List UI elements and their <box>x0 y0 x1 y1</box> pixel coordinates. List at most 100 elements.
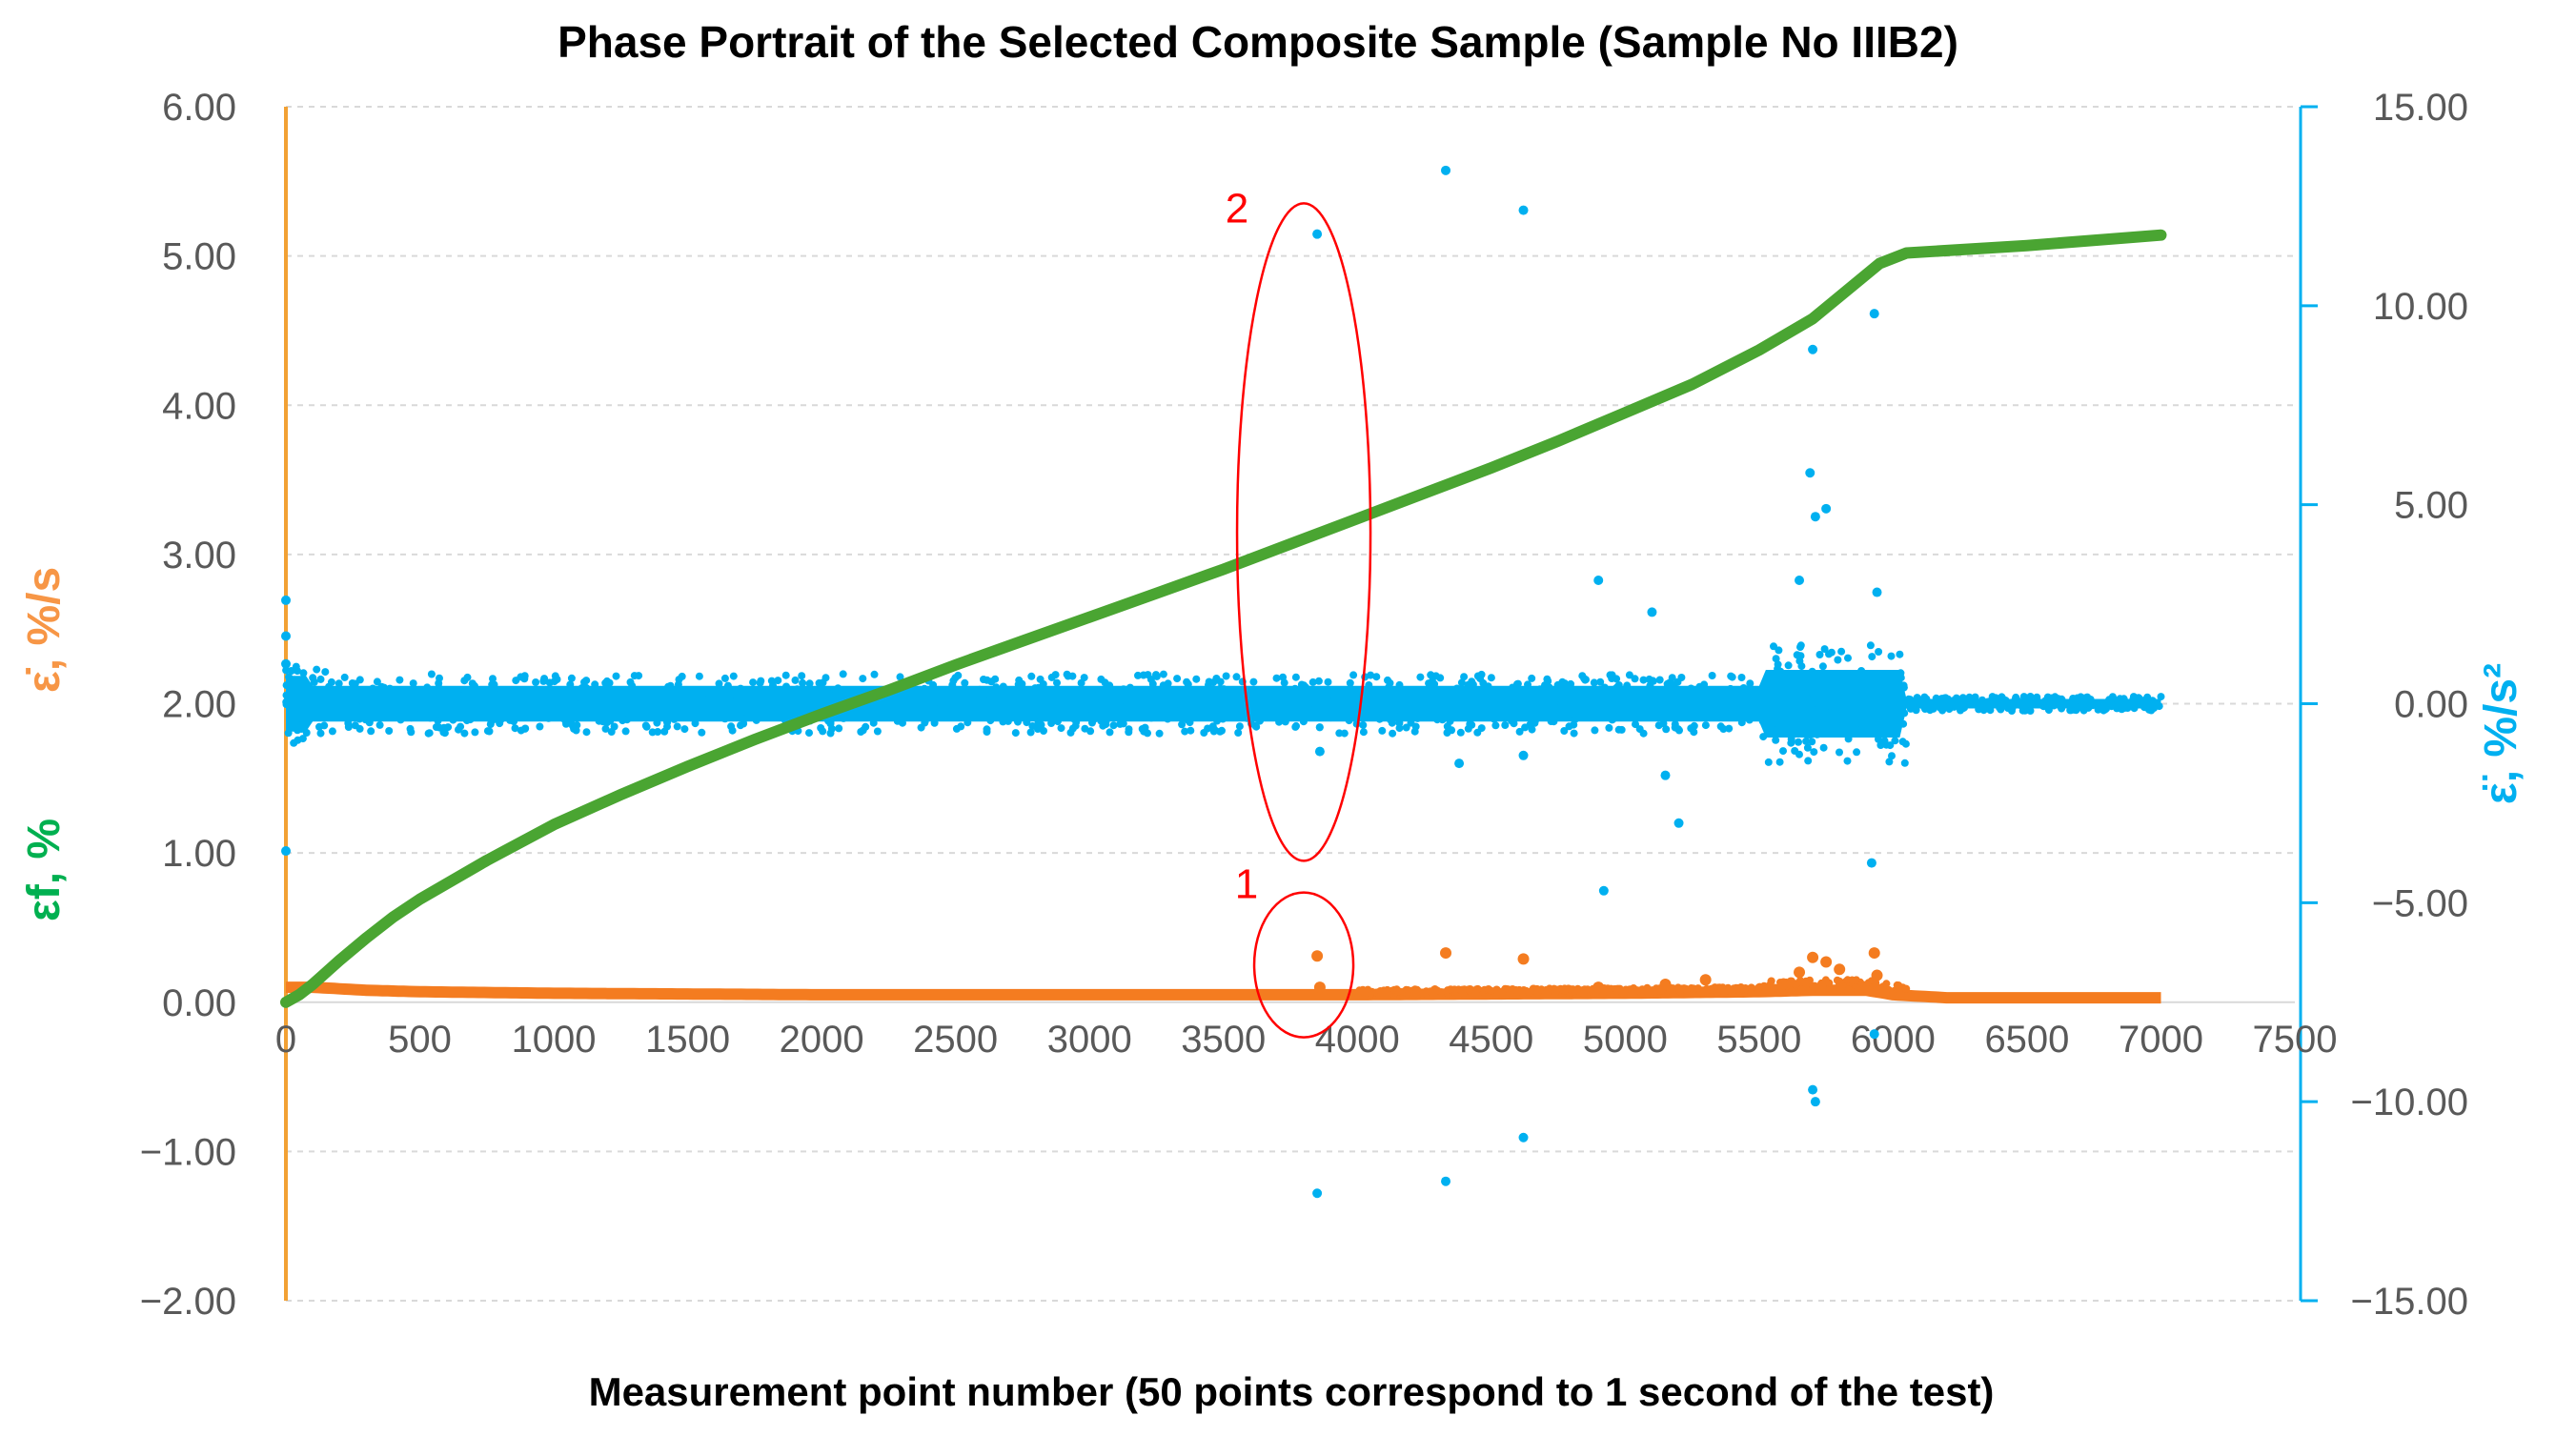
acceleration-point <box>1178 720 1187 729</box>
acceleration-point <box>282 681 291 690</box>
acceleration-point <box>444 707 453 716</box>
acceleration-point <box>1122 697 1130 705</box>
acceleration-point <box>969 699 978 707</box>
acceleration-point <box>1570 729 1578 738</box>
acceleration-point <box>1134 671 1142 679</box>
acceleration-point <box>1764 758 1773 766</box>
acceleration-point <box>1491 721 1500 730</box>
acceleration-point <box>1227 697 1235 705</box>
acceleration-point <box>1795 738 1802 746</box>
acceleration-point <box>1608 716 1616 724</box>
acceleration-point <box>791 676 800 684</box>
acceleration-point <box>774 677 782 685</box>
acceleration-outlier <box>1593 576 1604 586</box>
y-right-tick-label-0: −15.00 <box>2351 1281 2468 1323</box>
acceleration-point <box>1601 689 1610 698</box>
acceleration-point <box>1352 698 1361 706</box>
acceleration-point <box>340 673 349 681</box>
acceleration-point <box>1888 752 1896 760</box>
acceleration-point <box>1078 687 1086 696</box>
acceleration-point <box>2094 705 2102 714</box>
acceleration-point <box>2019 693 2028 701</box>
acceleration-point <box>1622 703 1631 712</box>
acceleration-point <box>2073 694 2081 702</box>
acceleration-point <box>618 710 626 718</box>
acceleration-point <box>1159 670 1167 678</box>
acceleration-point <box>1063 670 1071 678</box>
acceleration-point <box>1887 652 1896 660</box>
acceleration-point <box>1899 681 1908 690</box>
acceleration-point <box>1996 703 2004 712</box>
acceleration-point <box>925 713 934 721</box>
acceleration-point <box>1581 695 1590 703</box>
acceleration-point <box>1531 718 1539 727</box>
acceleration-point <box>434 717 442 725</box>
acceleration-point <box>1014 718 1022 726</box>
acceleration-point <box>408 708 416 717</box>
acceleration-point <box>826 729 835 738</box>
acceleration-point <box>520 709 529 717</box>
acceleration-point <box>1394 703 1403 712</box>
acceleration-point <box>1857 717 1866 725</box>
acceleration-point <box>1857 667 1866 675</box>
acceleration-point <box>483 727 492 736</box>
strain-rate-point <box>1797 985 1806 994</box>
acceleration-point <box>1589 704 1597 713</box>
strain-rate-point <box>1487 986 1495 995</box>
acceleration-point <box>706 692 715 700</box>
acceleration-point <box>501 693 510 701</box>
acceleration-point <box>562 689 570 697</box>
acceleration-point <box>1880 711 1889 718</box>
acceleration-point <box>1195 699 1204 708</box>
strain-rate-point <box>1779 981 1788 990</box>
y-right-tick-label-6: 15.00 <box>2373 87 2468 129</box>
acceleration-point <box>1213 717 1222 725</box>
acceleration-point <box>1623 681 1632 690</box>
acceleration-point <box>939 698 947 707</box>
acceleration-point <box>1516 698 1525 707</box>
acceleration-point <box>1725 724 1734 733</box>
acceleration-point <box>902 706 910 715</box>
acceleration-point <box>1389 729 1397 738</box>
acceleration-point <box>1394 696 1403 704</box>
acceleration-point <box>1324 678 1332 686</box>
acceleration-point <box>1395 724 1404 733</box>
strain-rate-point <box>1868 986 1876 995</box>
acceleration-point <box>1771 675 1779 683</box>
acceleration-point <box>1205 680 1212 689</box>
acceleration-point <box>1486 686 1494 695</box>
acceleration-point <box>1655 676 1664 684</box>
acceleration-point <box>1516 692 1525 700</box>
acceleration-point <box>1573 699 1582 708</box>
acceleration-point <box>1875 735 1882 743</box>
acceleration-point <box>1837 647 1846 656</box>
acceleration-point <box>793 685 801 694</box>
acceleration-point <box>1438 716 1447 724</box>
acceleration-point <box>2130 698 2139 705</box>
acceleration-point <box>1631 675 1639 683</box>
strain-rate-point <box>1394 987 1403 996</box>
acceleration-point <box>532 678 540 686</box>
acceleration-point <box>1897 669 1905 678</box>
acceleration-point <box>1150 711 1159 719</box>
acceleration-point <box>1787 735 1795 743</box>
strain-rate-outlier <box>1517 953 1530 965</box>
acceleration-point <box>1664 681 1673 690</box>
acceleration-point <box>1772 736 1780 744</box>
x-tick-label-12: 6000 <box>1851 1019 1936 1061</box>
acceleration-point <box>1875 687 1883 696</box>
acceleration-point <box>984 713 993 721</box>
strain-rate-point <box>1802 977 1810 985</box>
acceleration-point <box>1334 688 1343 696</box>
acceleration-point <box>1388 718 1396 727</box>
y-left-tick-labels: −2.00 −1.00 0.00 1.00 2.00 3.00 4.00 5.00 6.00 <box>140 87 236 1323</box>
acceleration-point <box>782 682 790 691</box>
strain-rate-point <box>1771 983 1779 992</box>
strain-rate-point <box>1622 985 1630 994</box>
x-tick-label-7: 3500 <box>1181 1019 1266 1061</box>
acceleration-point <box>2144 705 2153 714</box>
acceleration-point <box>1363 711 1371 719</box>
acceleration-point <box>689 705 698 714</box>
acceleration-point <box>344 723 353 731</box>
acceleration-point <box>367 727 375 736</box>
